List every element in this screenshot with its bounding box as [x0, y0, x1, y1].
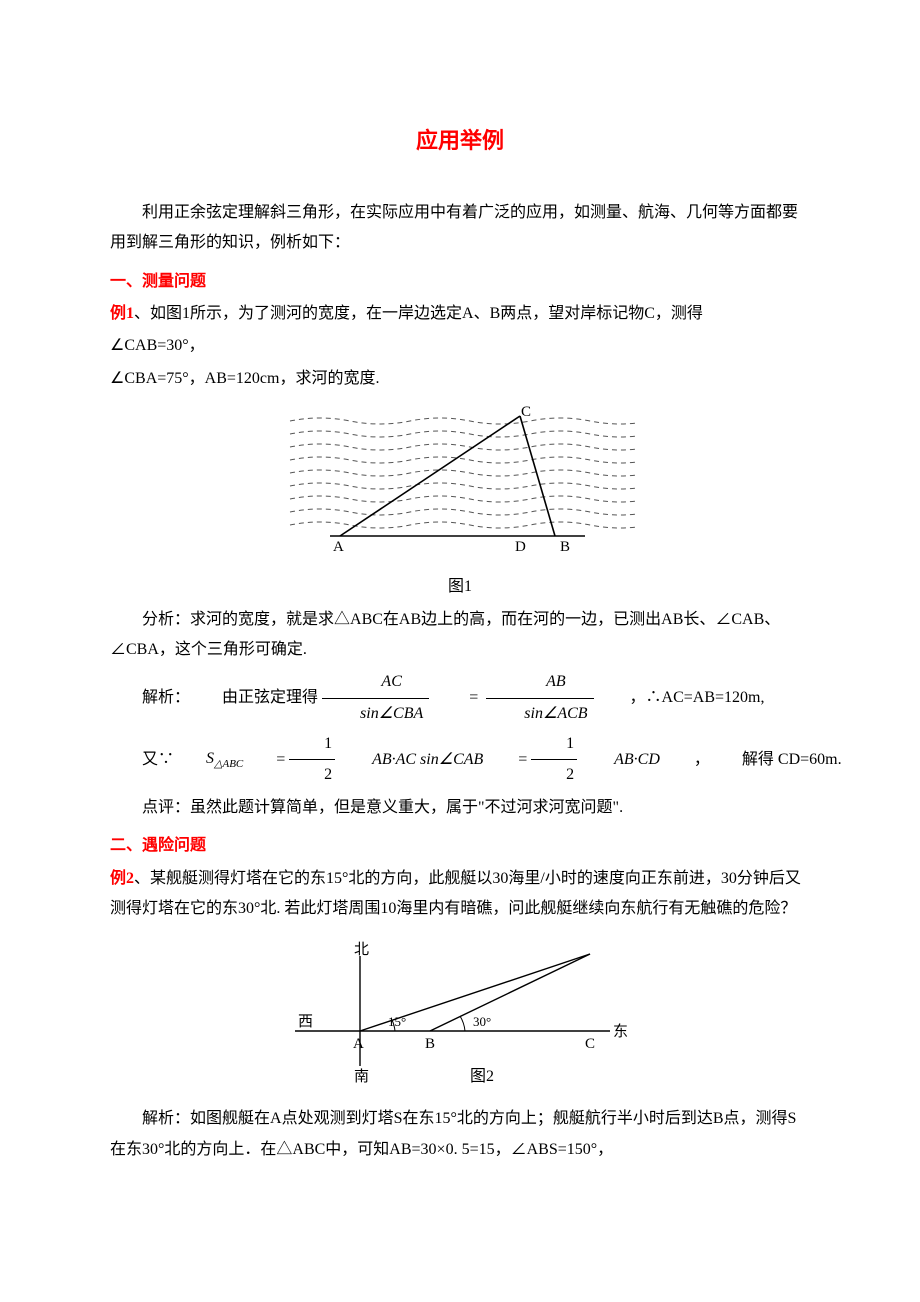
solution-cd: 解得 CD=60m. — [710, 745, 842, 775]
fig2-label-B: B — [425, 1036, 435, 1052]
analysis-text: 求河的宽度，就是求△ABC在AB边上的高，而在河的一边，已测出AB长、∠CAB、… — [110, 611, 780, 658]
example1-label: 例1 — [110, 305, 134, 322]
solution-result: ，∴AC=AB=120m, — [598, 683, 765, 713]
solution-lead: 由正弦定理得 — [190, 683, 318, 713]
fig1-label-B: B — [560, 539, 570, 555]
fig2-label-N: 北 — [354, 941, 369, 958]
formula2-eq2: = — [485, 745, 528, 775]
fig1-label-D: D — [515, 539, 526, 555]
example1-line1b: ∠CAB=30°， — [110, 331, 810, 361]
example2-paragraph: 例2、某舰艇测得灯塔在它的东15°北的方向，此舰艇以30海里/小时的速度向正东前… — [110, 864, 810, 925]
formula2-comma: ， — [662, 745, 710, 775]
analysis-label: 分析： — [142, 611, 190, 628]
formula2-S: S△ABC — [174, 744, 243, 775]
example1-text: 、如图1所示，为了测河的宽度，在一岸边选定A、B两点，望对岸标记物C，测得 — [134, 305, 703, 322]
frac2-num: AB — [508, 667, 572, 697]
solution2-text: 如图舰艇在A点处观测到灯塔S在东15°北的方向上；舰艇航行半小时后到达B点，测得… — [110, 1110, 796, 1157]
formula2-body1: AB·AC sin∠CAB — [340, 745, 483, 775]
fig2-label-S: 南 — [354, 1068, 369, 1085]
example1-line2: ∠CBA=75°，AB=120cm，求河的宽度. — [110, 364, 810, 394]
comment-paragraph: 点评：虽然此题计算简单，但是意义重大，属于"不过河求河宽问题". — [110, 793, 810, 823]
example2-text: 、某舰艇测得灯塔在它的东15°北的方向，此舰艇以30海里/小时的速度向正东前进，… — [110, 870, 801, 917]
analysis-paragraph: 分析：求河的宽度，就是求△ABC在AB边上的高，而在河的一边，已测出AB长、∠C… — [110, 605, 810, 666]
fraction-1: AC sin∠CBA — [322, 667, 429, 729]
fig1-label-C: C — [521, 406, 531, 420]
fig2-label-C: C — [585, 1036, 595, 1052]
solution-label: 解析： — [110, 683, 190, 713]
formula2-lead: 又∵ — [110, 745, 174, 775]
fig2-angle-30: 30° — [473, 1014, 491, 1029]
section1-heading: 一、测量问题 — [110, 267, 810, 297]
comment-text: 虽然此题计算简单，但是意义重大，属于"不过河求河宽问题". — [190, 799, 623, 816]
frac2-den: sin∠ACB — [486, 698, 593, 729]
formula2-eq1: = — [243, 745, 286, 775]
fig2-angle-15: 15° — [388, 1014, 406, 1029]
fraction-2: AB sin∠ACB — [486, 667, 593, 729]
half-frac-2: 1 2 — [531, 729, 577, 791]
half-frac-1: 1 2 — [289, 729, 335, 791]
fig2-label-E: 东 — [613, 1023, 628, 1040]
fig1-label-A: A — [333, 539, 344, 555]
intro-paragraph: 利用正余弦定理解斜三角形，在实际应用中有着广泛的应用，如测量、航海、几何等方面都… — [110, 198, 810, 259]
formula2-body2: AB·CD — [582, 745, 660, 775]
example2-label: 例2 — [110, 870, 134, 887]
frac1-num: AC — [343, 667, 407, 697]
fig2-label-W: 西 — [298, 1014, 313, 1030]
solution2-label: 解析： — [142, 1110, 190, 1127]
frac1-den: sin∠CBA — [322, 698, 429, 729]
fig2-label-A: A — [353, 1036, 364, 1052]
solution-line2: 又∵ S△ABC = 1 2 AB·AC sin∠CAB = 1 2 AB·CD… — [110, 729, 810, 791]
solution2-paragraph: 解析：如图舰艇在A点处观测到灯塔S在东15°北的方向上；舰艇航行半小时后到达B点… — [110, 1104, 810, 1165]
figure-2: 北 南 西 东 A B C 15° 30° 图2 — [280, 936, 640, 1096]
section2-heading: 二、遇险问题 — [110, 831, 810, 861]
page-title: 应用举例 — [110, 120, 810, 162]
fig2-caption-inline: 图2 — [470, 1068, 494, 1085]
example1-line1: 例1、如图1所示，为了测河的宽度，在一岸边选定A、B两点，望对岸标记物C，测得 — [110, 299, 810, 329]
comment-label: 点评： — [142, 799, 190, 816]
solution-line1: 解析： 由正弦定理得 AC sin∠CBA = AB sin∠ACB ，∴AC=… — [110, 667, 810, 729]
figure-1: A B C D — [285, 406, 635, 566]
figure-1-caption: 图1 — [110, 572, 810, 602]
